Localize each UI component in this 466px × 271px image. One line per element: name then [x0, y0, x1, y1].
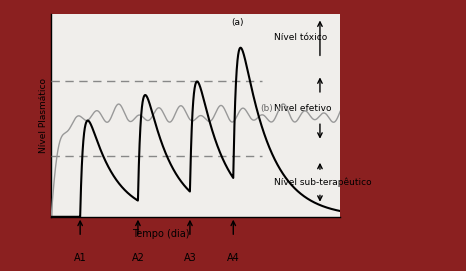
Text: (a): (a): [231, 18, 244, 27]
Y-axis label: Nível Plasmático: Nível Plasmático: [40, 78, 48, 153]
Text: A4: A4: [227, 253, 240, 263]
Text: A3: A3: [184, 253, 196, 263]
Text: A2: A2: [131, 253, 144, 263]
Text: Tempo (dia): Tempo (dia): [132, 229, 190, 239]
Text: Nível tóxico: Nível tóxico: [274, 33, 327, 43]
Text: Nível efetivo: Nível efetivo: [274, 104, 331, 112]
Text: A1: A1: [74, 253, 87, 263]
Text: (b): (b): [261, 104, 274, 112]
Text: Nível sub-terapêutico: Nível sub-terapêutico: [274, 178, 371, 187]
